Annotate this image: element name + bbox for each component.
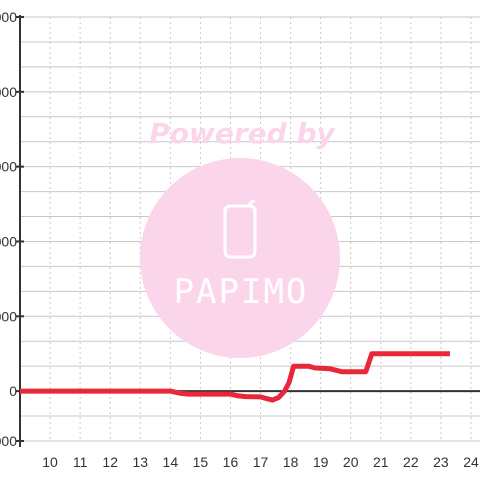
x-tick-label: 19 [313,454,329,470]
x-tick-label: 10 [42,454,58,470]
series-layer [20,351,450,403]
y-tick-label: 90,000 [0,159,17,175]
x-tick-label: 12 [102,454,118,470]
x-tick-label: 16 [223,454,239,470]
x-tick-label: 18 [283,454,299,470]
watermark-brand: PAPIMO [174,272,309,312]
phone-icon [223,198,257,259]
y-tick-label: -20,000 [0,433,17,449]
x-tick-label: 24 [463,454,479,470]
x-tick-label: 13 [132,454,148,470]
x-tick-label: 22 [403,454,419,470]
y-tick-label: 60,000 [0,233,17,249]
x-tick-label: 21 [373,454,389,470]
x-tick-label: 14 [163,454,179,470]
watermark: Powered by PAPIMO [140,117,340,358]
y-tick-label: 30,000 [0,308,17,324]
y-tick-labels: 150,000 120,000 90,000 60,000 30,000 0 -20,000 [0,9,17,449]
x-tick-labels: 10 11 12 13 14 15 16 17 18 19 20 21 22 23 24 [42,454,479,470]
x-tick-label: 15 [193,454,209,470]
x-tick-label: 20 [343,454,359,470]
x-tick-label: 11 [73,454,88,470]
series-line-0 [20,351,450,403]
watermark-text: Powered by [149,117,336,150]
y-tick-label: 120,000 [0,84,17,100]
x-tick-label: 17 [253,454,269,470]
x-tick-label: 23 [433,454,449,470]
y-tick-label: 0 [9,383,17,399]
y-tick-label: 150,000 [0,9,17,25]
